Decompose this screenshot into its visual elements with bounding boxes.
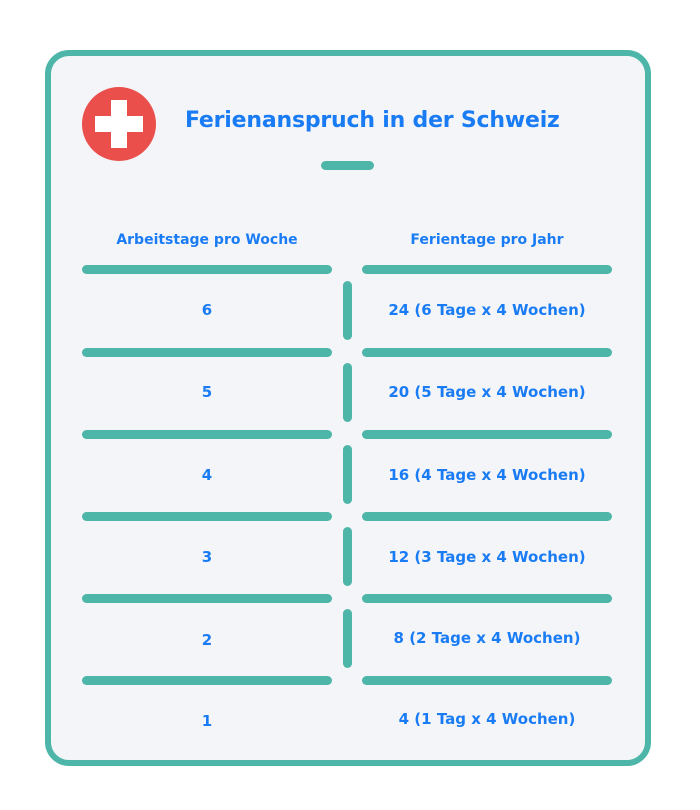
row-divider bbox=[82, 430, 332, 439]
row-divider bbox=[362, 594, 612, 603]
page-title: Ferienanspruch in der Schweiz bbox=[185, 108, 560, 133]
row-divider bbox=[362, 348, 612, 357]
column-separator bbox=[343, 609, 352, 668]
column-separator bbox=[343, 527, 352, 586]
cell-vacation: 12 (3 Tage x 4 Wochen) bbox=[388, 548, 586, 566]
cross-vertical bbox=[111, 100, 127, 148]
row-divider bbox=[82, 348, 332, 357]
column-header-workdays: Arbeitstage pro Woche bbox=[116, 232, 298, 248]
cell-workdays: 1 bbox=[201, 712, 213, 730]
row-divider bbox=[362, 430, 612, 439]
cell-vacation: 24 (6 Tage x 4 Wochen) bbox=[388, 301, 586, 319]
column-separator bbox=[343, 445, 352, 504]
row-divider bbox=[82, 676, 332, 685]
cell-vacation: 20 (5 Tage x 4 Wochen) bbox=[388, 383, 586, 401]
cell-workdays: 4 bbox=[201, 466, 213, 484]
cell-vacation: 16 (4 Tage x 4 Wochen) bbox=[388, 466, 586, 484]
row-divider bbox=[82, 594, 332, 603]
column-separator bbox=[343, 281, 352, 340]
row-divider bbox=[362, 512, 612, 521]
row-divider bbox=[362, 265, 612, 274]
cell-workdays: 2 bbox=[201, 631, 213, 649]
cell-vacation: 4 (1 Tag x 4 Wochen) bbox=[398, 710, 576, 728]
cell-vacation: 8 (2 Tage x 4 Wochen) bbox=[393, 629, 581, 647]
title-underline-divider bbox=[321, 161, 374, 170]
row-divider bbox=[82, 265, 332, 274]
column-separator bbox=[343, 363, 352, 422]
cell-workdays: 6 bbox=[201, 301, 213, 319]
cell-workdays: 5 bbox=[201, 383, 213, 401]
swiss-flag-icon bbox=[82, 87, 156, 161]
row-divider bbox=[362, 676, 612, 685]
column-header-vacation: Ferientage pro Jahr bbox=[410, 232, 564, 248]
cell-workdays: 3 bbox=[201, 548, 213, 566]
row-divider bbox=[82, 512, 332, 521]
